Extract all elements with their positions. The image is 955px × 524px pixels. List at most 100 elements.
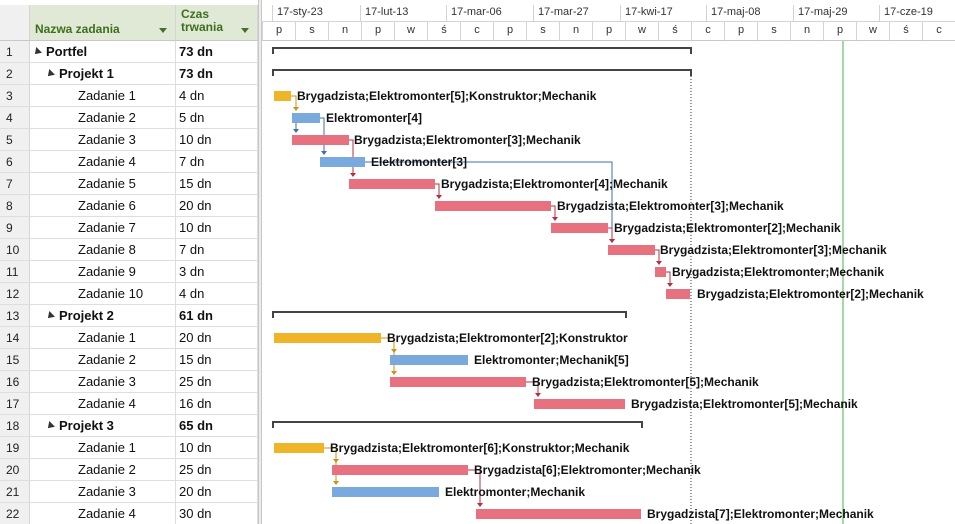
duration-cell[interactable]: 10 dn xyxy=(176,129,258,151)
filter-dropdown-icon[interactable] xyxy=(241,28,249,33)
row-number[interactable]: 13 xyxy=(0,305,30,327)
duration-cell[interactable]: 4 dn xyxy=(176,85,258,107)
duration-cell[interactable]: 10 dn xyxy=(176,437,258,459)
duration-cell[interactable]: 73 dn xyxy=(176,41,258,63)
row-number[interactable]: 7 xyxy=(0,173,30,195)
duration-cell[interactable]: 7 dn xyxy=(176,239,258,261)
collapse-triangle-icon[interactable] xyxy=(45,311,55,321)
row-number[interactable]: 11 xyxy=(0,261,30,283)
column-header-duration[interactable]: Czas trwania xyxy=(176,5,258,41)
task-row[interactable]: 17 Zadanie 4 16 dn xyxy=(0,393,258,415)
column-header-task-name[interactable]: Nazwa zadania xyxy=(30,5,176,41)
duration-cell[interactable]: 20 dn xyxy=(176,481,258,503)
duration-cell[interactable]: 15 dn xyxy=(176,349,258,371)
row-number[interactable]: 12 xyxy=(0,283,30,305)
task-name-cell[interactable]: Zadanie 10 xyxy=(30,283,176,305)
task-name-cell[interactable]: Zadanie 3 xyxy=(30,371,176,393)
duration-cell[interactable]: 10 dn xyxy=(176,217,258,239)
task-row[interactable]: 21 Zadanie 3 20 dn xyxy=(0,481,258,503)
task-name-cell[interactable]: Zadanie 5 xyxy=(30,173,176,195)
duration-cell[interactable]: 20 dn xyxy=(176,327,258,349)
row-number[interactable]: 17 xyxy=(0,393,30,415)
duration-cell[interactable]: 4 dn xyxy=(176,283,258,305)
task-row[interactable]: 20 Zadanie 2 25 dn xyxy=(0,459,258,481)
task-row[interactable]: 8 Zadanie 6 20 dn xyxy=(0,195,258,217)
duration-cell[interactable]: 30 dn xyxy=(176,503,258,524)
task-name-cell[interactable]: Zadanie 3 xyxy=(30,481,176,503)
task-name-cell[interactable]: Portfel xyxy=(30,41,176,63)
task-name-cell[interactable]: Zadanie 9 xyxy=(30,261,176,283)
row-number[interactable]: 15 xyxy=(0,349,30,371)
row-number[interactable]: 10 xyxy=(0,239,30,261)
duration-cell[interactable]: 16 dn xyxy=(176,393,258,415)
row-number[interactable]: 3 xyxy=(0,85,30,107)
row-number[interactable]: 19 xyxy=(0,437,30,459)
task-row[interactable]: 11 Zadanie 9 3 dn xyxy=(0,261,258,283)
duration-cell[interactable]: 61 dn xyxy=(176,305,258,327)
collapse-triangle-icon[interactable] xyxy=(45,69,55,79)
row-number[interactable]: 14 xyxy=(0,327,30,349)
duration-cell[interactable]: 7 dn xyxy=(176,151,258,173)
task-name-cell[interactable]: Zadanie 1 xyxy=(30,327,176,349)
filter-dropdown-icon[interactable] xyxy=(159,28,167,33)
task-name-cell[interactable]: Zadanie 1 xyxy=(30,85,176,107)
duration-cell[interactable]: 20 dn xyxy=(176,195,258,217)
dependency-link xyxy=(365,161,613,241)
duration-cell[interactable]: 25 dn xyxy=(176,459,258,481)
task-name-cell[interactable]: Zadanie 1 xyxy=(30,437,176,459)
row-number[interactable]: 1 xyxy=(0,41,30,63)
task-name-cell[interactable]: Projekt 1 xyxy=(30,63,176,85)
task-name-cell[interactable]: Zadanie 8 xyxy=(30,239,176,261)
task-name-cell[interactable]: Zadanie 4 xyxy=(30,393,176,415)
duration-cell[interactable]: 65 dn xyxy=(176,415,258,437)
row-number[interactable]: 2 xyxy=(0,63,30,85)
row-number[interactable]: 5 xyxy=(0,129,30,151)
task-bar xyxy=(274,91,291,101)
task-name-cell[interactable]: Zadanie 2 xyxy=(30,107,176,129)
task-row[interactable]: 12 Zadanie 10 4 dn xyxy=(0,283,258,305)
duration-cell[interactable]: 73 dn xyxy=(176,63,258,85)
task-row[interactable]: 16 Zadanie 3 25 dn xyxy=(0,371,258,393)
task-name-cell[interactable]: Zadanie 3 xyxy=(30,129,176,151)
row-number-header[interactable] xyxy=(0,5,30,41)
duration-cell[interactable]: 3 dn xyxy=(176,261,258,283)
task-row[interactable]: 4 Zadanie 2 5 dn xyxy=(0,107,258,129)
row-number[interactable]: 18 xyxy=(0,415,30,437)
task-row[interactable]: 15 Zadanie 2 15 dn xyxy=(0,349,258,371)
task-row[interactable]: 19 Zadanie 1 10 dn xyxy=(0,437,258,459)
task-row[interactable]: 5 Zadanie 3 10 dn xyxy=(0,129,258,151)
row-number[interactable]: 8 xyxy=(0,195,30,217)
summary-row[interactable]: 13 Projekt 2 61 dn xyxy=(0,305,258,327)
task-name-cell[interactable]: Zadanie 4 xyxy=(30,151,176,173)
summary-row[interactable]: 1 Portfel 73 dn xyxy=(0,41,258,63)
task-row[interactable]: 3 Zadanie 1 4 dn xyxy=(0,85,258,107)
task-name-cell[interactable]: Zadanie 2 xyxy=(30,349,176,371)
task-row[interactable]: 14 Zadanie 1 20 dn xyxy=(0,327,258,349)
task-row[interactable]: 7 Zadanie 5 15 dn xyxy=(0,173,258,195)
collapse-triangle-icon[interactable] xyxy=(45,421,55,431)
row-number[interactable]: 9 xyxy=(0,217,30,239)
task-name-cell[interactable]: Zadanie 6 xyxy=(30,195,176,217)
task-row[interactable]: 22 Zadanie 4 30 dn xyxy=(0,503,258,524)
row-number[interactable]: 20 xyxy=(0,459,30,481)
collapse-triangle-icon[interactable] xyxy=(32,47,42,57)
row-number[interactable]: 4 xyxy=(0,107,30,129)
summary-row[interactable]: 2 Projekt 1 73 dn xyxy=(0,63,258,85)
task-row[interactable]: 6 Zadanie 4 7 dn xyxy=(0,151,258,173)
duration-cell[interactable]: 25 dn xyxy=(176,371,258,393)
summary-row[interactable]: 18 Projekt 3 65 dn xyxy=(0,415,258,437)
duration-cell[interactable]: 15 dn xyxy=(176,173,258,195)
task-name-cell[interactable]: Projekt 3 xyxy=(30,415,176,437)
row-number[interactable]: 22 xyxy=(0,503,30,524)
row-number[interactable]: 21 xyxy=(0,481,30,503)
task-row[interactable]: 10 Zadanie 8 7 dn xyxy=(0,239,258,261)
task-name-cell[interactable]: Zadanie 7 xyxy=(30,217,176,239)
row-number[interactable]: 6 xyxy=(0,151,30,173)
row-number[interactable]: 16 xyxy=(0,371,30,393)
duration-cell[interactable]: 5 dn xyxy=(176,107,258,129)
task-row[interactable]: 9 Zadanie 7 10 dn xyxy=(0,217,258,239)
task-name-cell[interactable]: Zadanie 2 xyxy=(30,459,176,481)
pane-splitter[interactable] xyxy=(258,0,262,524)
task-name-cell[interactable]: Zadanie 4 xyxy=(30,503,176,524)
task-name-cell[interactable]: Projekt 2 xyxy=(30,305,176,327)
